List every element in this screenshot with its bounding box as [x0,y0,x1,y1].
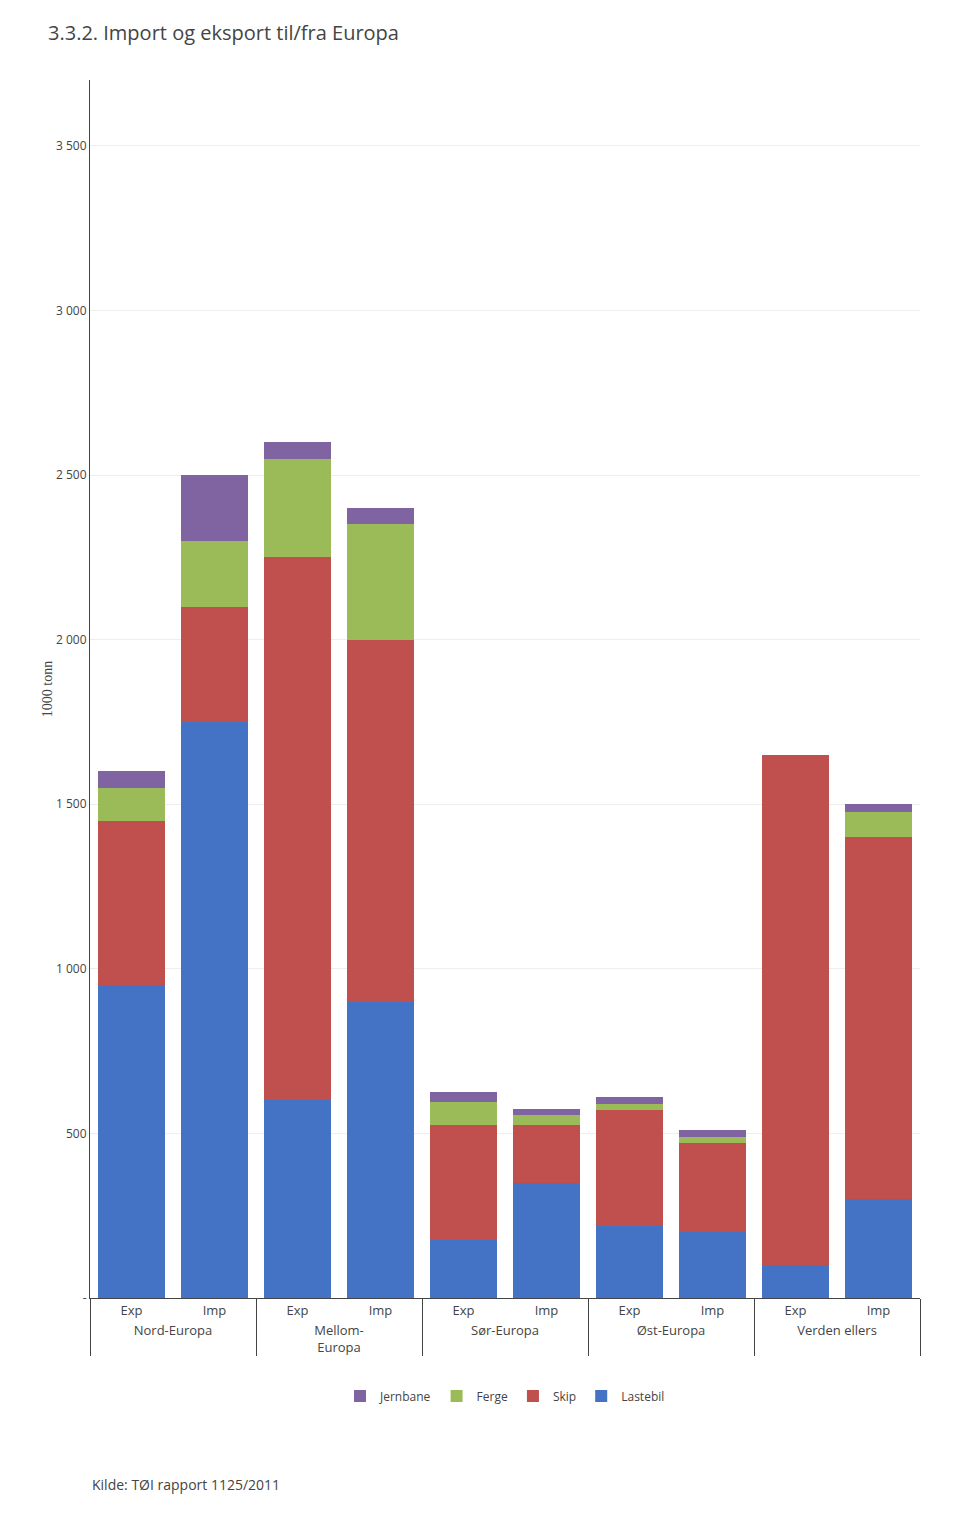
svg-text:Mellom-Europa: Mellom-Europa [314,1321,364,1356]
svg-text:1 000: 1 000 [56,960,87,977]
svg-text:Nord-Europa: Nord-Europa [134,1321,213,1339]
svg-text:Imp: Imp [369,1301,393,1319]
svg-text:1000 tonn: 1000 tonn [40,661,55,717]
svg-text:Imp: Imp [867,1301,891,1319]
svg-text:1 500: 1 500 [56,795,87,812]
svg-text:3.3.2. Import og eksport til/f: 3.3.2. Import og eksport til/fra Europa [48,19,399,46]
svg-text:Exp: Exp [287,1301,309,1319]
svg-text:2 500: 2 500 [56,466,87,483]
svg-text:Exp: Exp [785,1301,807,1319]
svg-text:Exp: Exp [619,1301,641,1319]
svg-text:Imp: Imp [203,1301,227,1319]
svg-text:Lastebil: Lastebil [621,1388,664,1405]
svg-text:Skip: Skip [553,1388,576,1405]
svg-text:Sør-Europa: Sør-Europa [471,1321,539,1339]
svg-text:Øst-Europa: Øst-Europa [637,1321,706,1339]
svg-text:Ferge: Ferge [477,1388,508,1405]
svg-text:2 000: 2 000 [56,631,87,648]
svg-text:Verden ellers: Verden ellers [797,1321,877,1339]
svg-text:-: - [83,1289,87,1306]
svg-text:Exp: Exp [121,1301,143,1319]
svg-text:Jernbane: Jernbane [379,1388,431,1405]
svg-text:Exp: Exp [453,1301,475,1319]
svg-text:3 000: 3 000 [56,302,87,319]
svg-text:500: 500 [66,1125,87,1142]
svg-text:3 500: 3 500 [56,137,87,154]
svg-text:Imp: Imp [701,1301,725,1319]
svg-text:Kilde: TØI rapport 1125/2011: Kilde: TØI rapport 1125/2011 [92,1475,280,1494]
svg-text:Imp: Imp [535,1301,559,1319]
